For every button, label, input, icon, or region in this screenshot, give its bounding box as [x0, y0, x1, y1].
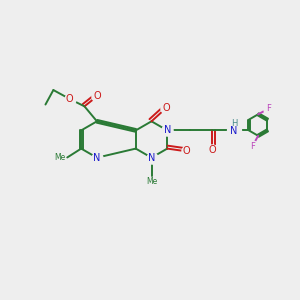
Text: O: O — [162, 103, 170, 113]
Text: N: N — [230, 126, 238, 136]
Text: F: F — [266, 104, 271, 113]
Text: O: O — [183, 146, 190, 156]
Text: Me: Me — [146, 177, 157, 186]
Text: O: O — [66, 94, 74, 104]
Text: H: H — [231, 119, 237, 128]
Text: O: O — [208, 145, 216, 155]
Text: N: N — [148, 153, 155, 163]
Text: N: N — [93, 153, 100, 163]
Text: N: N — [164, 125, 171, 135]
Text: Me: Me — [55, 153, 66, 162]
Text: O: O — [94, 91, 101, 101]
Text: F: F — [250, 142, 255, 151]
